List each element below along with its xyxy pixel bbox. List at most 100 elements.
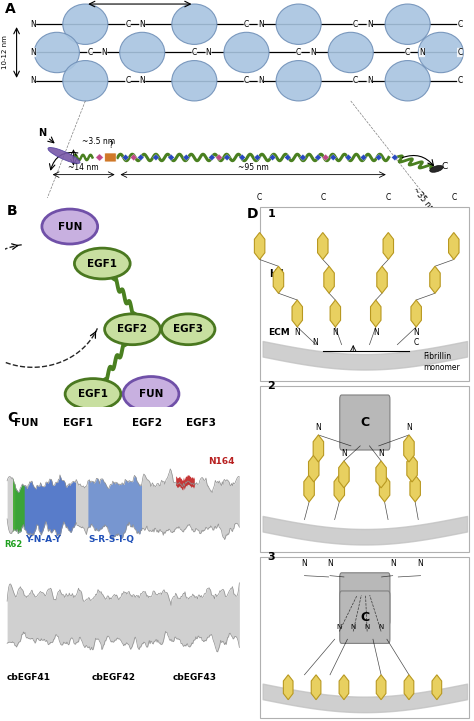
Text: N: N xyxy=(30,76,36,85)
Text: N: N xyxy=(365,624,370,629)
Ellipse shape xyxy=(162,314,215,345)
Text: cbEGF43: cbEGF43 xyxy=(173,673,216,682)
Polygon shape xyxy=(376,675,386,699)
Text: C: C xyxy=(244,19,249,29)
Text: N: N xyxy=(258,76,264,85)
Ellipse shape xyxy=(430,166,443,172)
Text: FUN: FUN xyxy=(139,389,163,399)
Ellipse shape xyxy=(42,209,98,244)
Ellipse shape xyxy=(74,248,130,279)
Text: ~14 nm: ~14 nm xyxy=(68,163,99,172)
Polygon shape xyxy=(216,154,222,161)
Ellipse shape xyxy=(385,61,430,101)
FancyBboxPatch shape xyxy=(340,591,390,643)
Text: C: C xyxy=(457,19,463,29)
Polygon shape xyxy=(383,232,393,260)
Polygon shape xyxy=(334,475,345,502)
Text: C: C xyxy=(441,162,447,171)
Text: N: N xyxy=(30,19,36,29)
FancyBboxPatch shape xyxy=(105,153,116,162)
Text: N: N xyxy=(337,624,342,629)
Text: N: N xyxy=(310,48,316,57)
Polygon shape xyxy=(304,475,314,502)
Text: N: N xyxy=(367,76,373,85)
Polygon shape xyxy=(284,154,291,161)
Text: C: C xyxy=(457,48,463,57)
Polygon shape xyxy=(324,266,334,293)
Polygon shape xyxy=(209,154,215,161)
Text: C: C xyxy=(386,193,391,202)
Text: A: A xyxy=(5,2,16,16)
Polygon shape xyxy=(224,154,230,161)
Polygon shape xyxy=(283,675,293,699)
Text: EGF2: EGF2 xyxy=(118,324,147,335)
Text: N: N xyxy=(316,423,321,433)
Ellipse shape xyxy=(419,32,464,73)
Ellipse shape xyxy=(172,61,217,101)
Text: N: N xyxy=(378,624,384,629)
Polygon shape xyxy=(322,154,329,161)
Text: N: N xyxy=(139,19,145,29)
Text: 3: 3 xyxy=(267,552,275,562)
Polygon shape xyxy=(410,475,420,502)
Text: 2: 2 xyxy=(267,381,275,391)
Text: C: C xyxy=(360,416,369,429)
Ellipse shape xyxy=(34,32,79,73)
Text: N: N xyxy=(313,337,319,347)
Text: N: N xyxy=(258,19,264,29)
Polygon shape xyxy=(404,675,414,699)
Text: Fibrillin
monomer: Fibrillin monomer xyxy=(423,353,460,372)
Polygon shape xyxy=(130,154,137,161)
Polygon shape xyxy=(360,154,367,161)
Text: C: C xyxy=(360,611,369,624)
Text: cbEGF41: cbEGF41 xyxy=(7,673,50,682)
Polygon shape xyxy=(96,154,103,161)
Ellipse shape xyxy=(105,314,160,345)
Text: S-R-S-I-Q: S-R-S-I-Q xyxy=(88,535,135,544)
Polygon shape xyxy=(339,675,349,699)
Text: FUN: FUN xyxy=(14,418,38,428)
Polygon shape xyxy=(313,435,324,462)
Text: EGF3: EGF3 xyxy=(186,418,217,428)
Text: C: C xyxy=(353,76,358,85)
Text: N: N xyxy=(139,76,145,85)
Text: 10-12 nm: 10-12 nm xyxy=(2,35,9,69)
Polygon shape xyxy=(407,455,417,482)
Text: N: N xyxy=(413,328,419,337)
Text: ?: ? xyxy=(108,141,113,150)
Text: 1: 1 xyxy=(267,210,275,219)
FancyBboxPatch shape xyxy=(340,395,390,450)
Polygon shape xyxy=(430,266,440,293)
Text: HS: HS xyxy=(270,269,285,279)
Text: C: C xyxy=(353,19,358,29)
Text: N: N xyxy=(406,423,412,433)
Text: N: N xyxy=(418,559,423,568)
Text: C: C xyxy=(257,193,262,202)
Ellipse shape xyxy=(123,376,179,412)
Text: N: N xyxy=(367,19,373,29)
Text: N: N xyxy=(301,559,307,568)
Polygon shape xyxy=(330,300,341,327)
Text: N: N xyxy=(332,328,338,337)
Polygon shape xyxy=(255,232,265,260)
Text: C: C xyxy=(320,193,326,202)
Text: N: N xyxy=(206,48,211,57)
Text: ECM: ECM xyxy=(268,328,290,337)
Text: EGF3: EGF3 xyxy=(173,324,203,335)
Ellipse shape xyxy=(65,379,121,410)
Text: N164: N164 xyxy=(208,457,235,466)
Text: N: N xyxy=(341,449,347,459)
Text: C: C xyxy=(191,48,197,57)
Polygon shape xyxy=(379,475,390,502)
Text: EGF2: EGF2 xyxy=(132,418,162,428)
Text: N: N xyxy=(419,48,425,57)
Text: FUN: FUN xyxy=(57,221,82,231)
Polygon shape xyxy=(254,154,261,161)
Polygon shape xyxy=(153,154,159,161)
Text: C: C xyxy=(125,19,131,29)
Text: ~95 nm: ~95 nm xyxy=(238,163,268,172)
Polygon shape xyxy=(183,154,190,161)
Text: N: N xyxy=(101,48,107,57)
Polygon shape xyxy=(411,300,421,327)
Text: N: N xyxy=(378,449,384,459)
